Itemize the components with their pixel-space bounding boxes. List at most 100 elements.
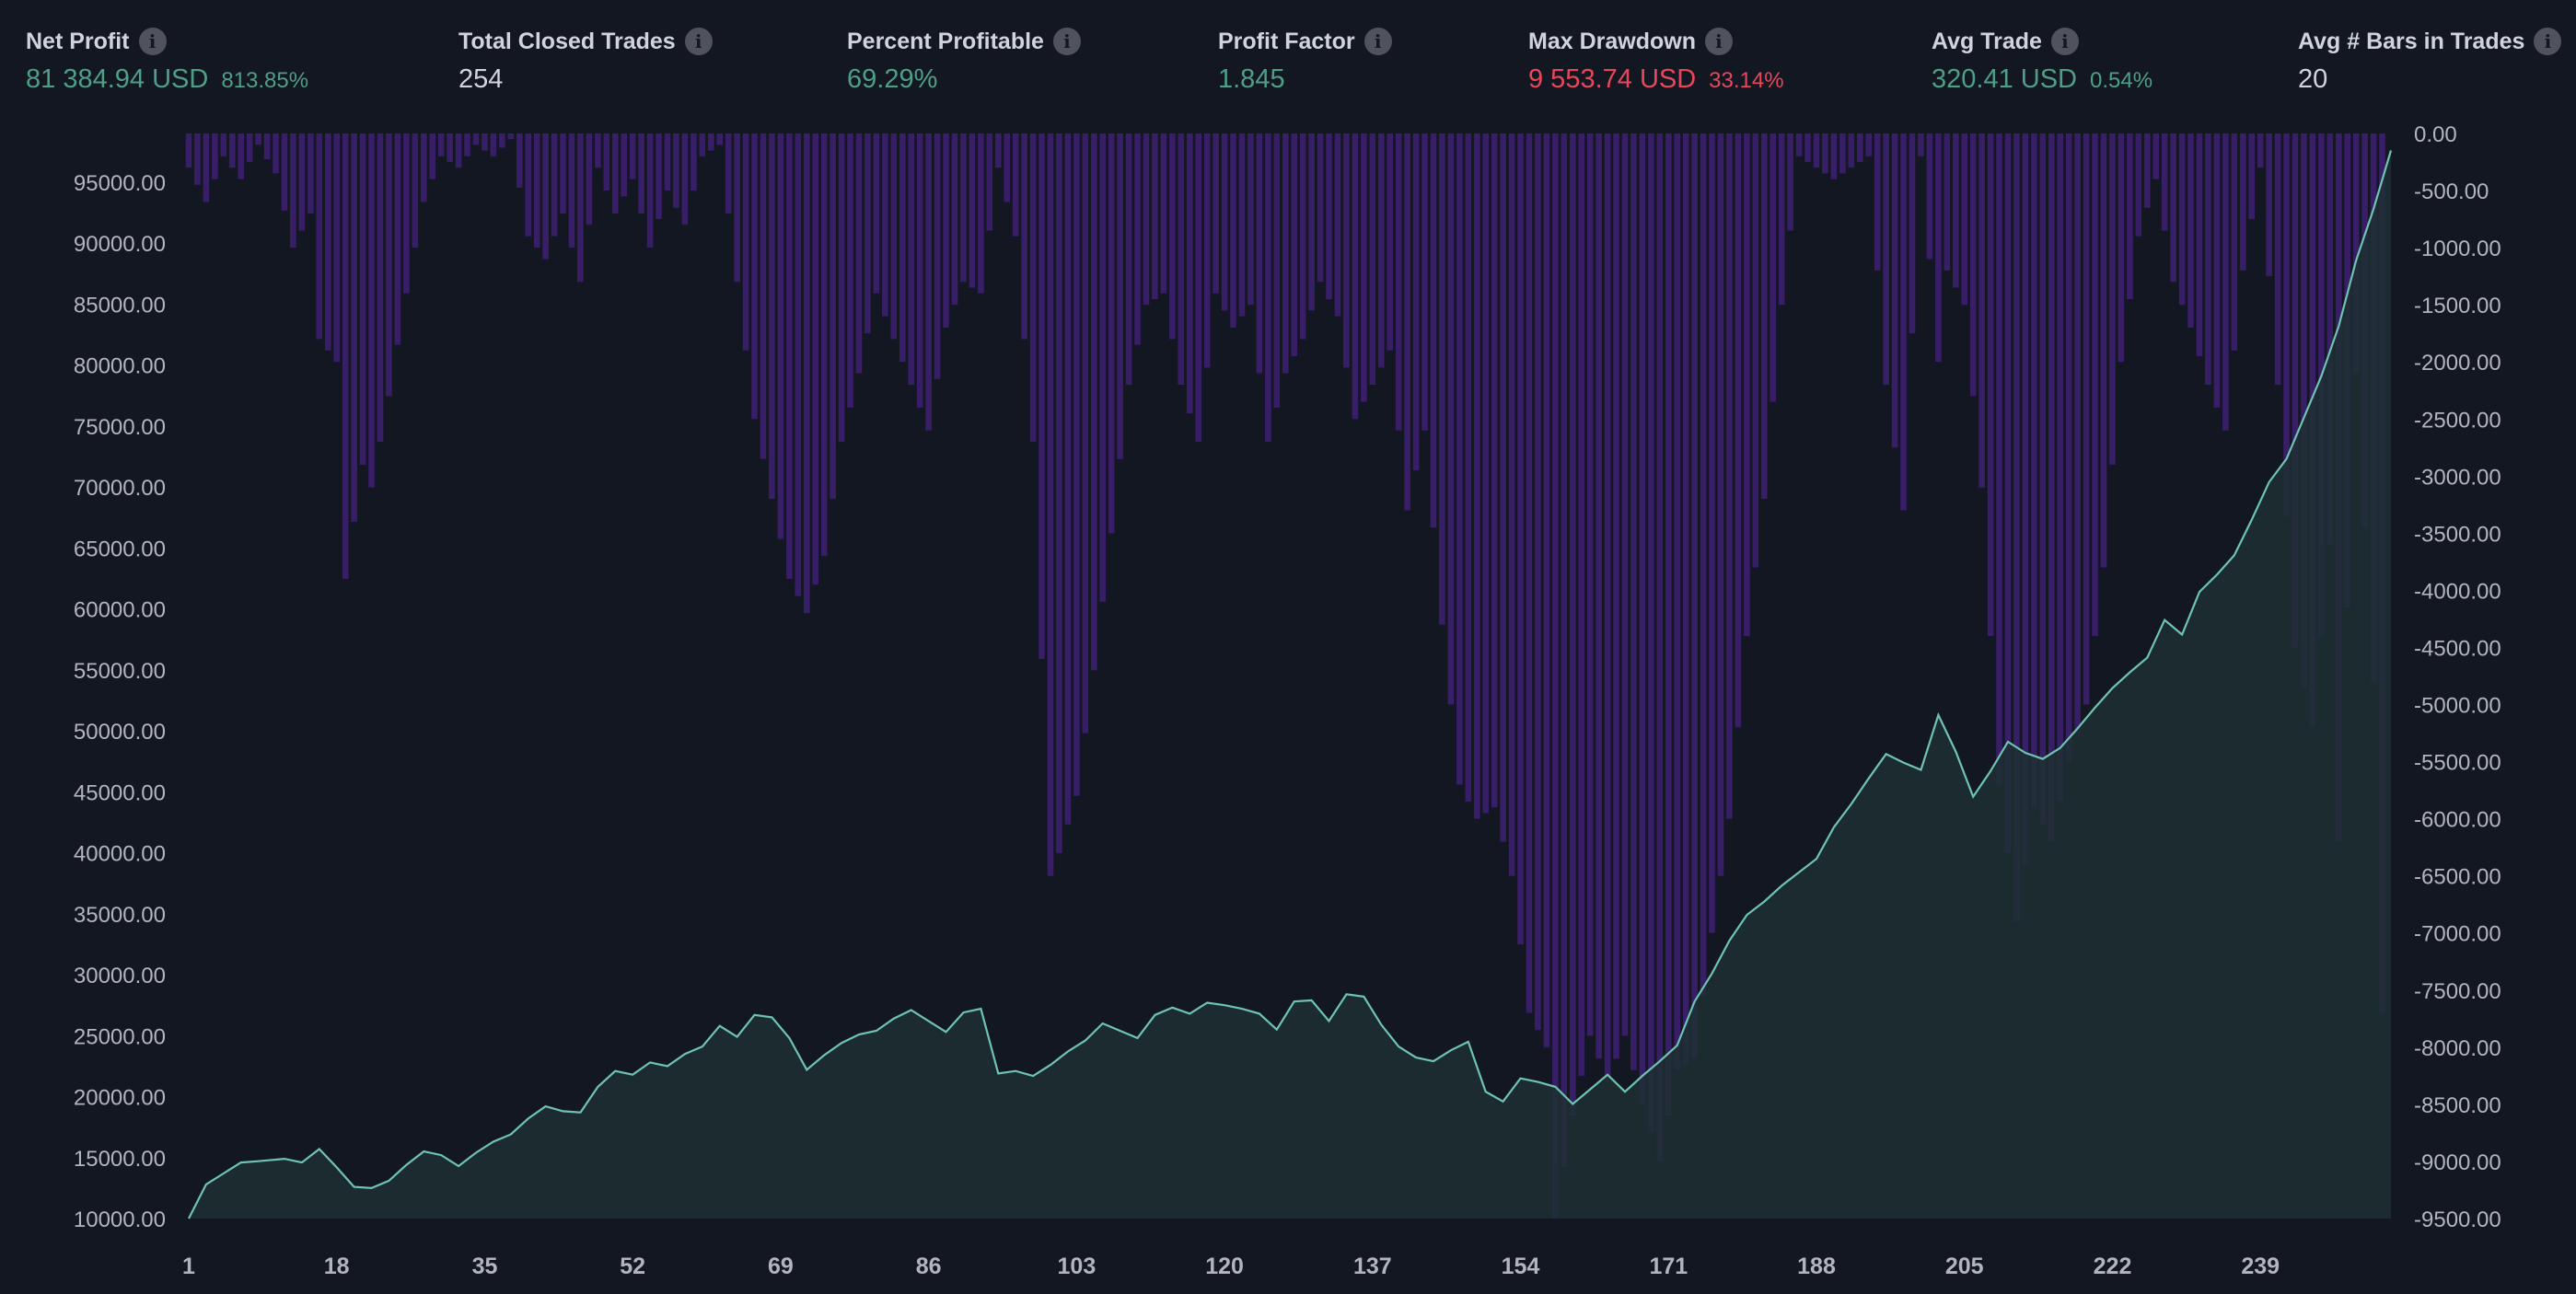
drawdown-bar-132 [1334,133,1341,317]
drawdown-bar-242 [2292,133,2299,648]
drawdown-bar-229 [2178,133,2186,306]
drawdown-bar-239 [2266,133,2272,277]
drawdown-bar-49 [612,133,619,214]
drawdown-bar-102 [1073,133,1080,796]
drawdown-bar-22 [377,133,384,443]
y-right-tick-19: -9500.00 [2414,1207,2501,1232]
stat-value-row: 1.845 [1218,64,1392,95]
drawdown-bar-207 [1987,133,1994,637]
drawdown-bar-9 [263,133,271,159]
drawdown-bar-184 [1787,133,1793,231]
drawdown-bar-41 [542,133,549,260]
drawdown-bar-125 [1273,133,1281,408]
drawdown-bar-194 [1874,133,1881,271]
drawdown-bar-233 [2213,133,2221,408]
x-tick-5: 86 [916,1254,942,1279]
drawdown-bar-15 [316,133,323,340]
drawdown-bar-42 [551,133,558,237]
drawdown-bar-144 [1439,133,1445,625]
stat-label-row: Percent Profitable i [847,28,1081,55]
drawdown-bar-211 [2022,133,2029,865]
drawdown-bar-143 [1430,133,1437,528]
drawdown-bar-53 [646,133,654,248]
drawdown-bar-51 [629,133,636,179]
y-right-tick-15: -7500.00 [2414,979,2501,1004]
drawdown-bar-189 [1830,133,1838,179]
stat-value-row: 320.41 USD 0.54% [1932,64,2152,95]
drawdown-bar-198 [1909,133,1916,334]
drawdown-bar-36 [499,133,505,148]
info-icon[interactable]: i [1704,28,1733,55]
drawdown-bar-147 [1465,133,1472,802]
drawdown-bar-63 [734,133,740,283]
drawdown-bar-171 [1674,133,1680,1070]
drawdown-bar-154 [1526,133,1533,1013]
y-left-tick-3: 80000.00 [74,354,166,379]
drawdown-bar-13 [298,133,306,231]
drawdown-bar-129 [1308,133,1315,311]
drawdown-bar-27 [421,133,427,202]
drawdown-bar-86 [934,133,941,379]
drawdown-bar-137 [1378,133,1385,368]
y-left-tick-2: 85000.00 [74,294,166,318]
stat-label: Max Drawdown [1528,28,1696,54]
equity-area [189,150,2391,1219]
stat-percent: 33.14% [1709,68,1784,93]
drawdown-bar-118 [1213,133,1219,294]
x-tick-0: 1 [182,1254,195,1279]
drawdown-bar-151 [1500,133,1506,842]
drawdown-bar-47 [595,133,601,168]
drawdown-bar-80 [882,133,888,317]
drawdown-bar-160 [1578,133,1584,1076]
drawdown-bar-150 [1491,133,1498,808]
y-left-tick-8: 55000.00 [74,659,166,684]
drawdown-bar-104 [1091,133,1097,671]
drawdown-bar-249 [2352,133,2360,374]
info-icon[interactable]: i [1052,28,1081,55]
drawdown-bar-11 [281,133,288,211]
drawdown-bar-179 [1744,133,1750,637]
drawdown-bar-92 [986,133,993,231]
drawdown-bar-77 [855,133,863,374]
drawdown-bar-45 [577,133,584,283]
drawdown-bar-61 [716,133,723,145]
info-icon[interactable]: i [1363,28,1392,55]
drawdown-bar-120 [1230,133,1236,328]
drawdown-bar-28 [429,133,435,179]
drawdown-bar-133 [1343,133,1350,368]
drawdown-bar-158 [1561,133,1568,1168]
drawdown-bar-180 [1752,133,1759,568]
info-icon[interactable]: i [2050,28,2079,55]
stat-label: Profit Factor [1218,28,1355,54]
drawdown-bar-225 [2144,133,2151,208]
info-icon[interactable]: i [684,28,713,55]
drawdown-bar-156 [1543,133,1550,1047]
y-right-tick-8: -4000.00 [2414,579,2501,604]
drawdown-bar-82 [899,133,906,363]
stat-label: Net Profit [26,28,130,54]
drawdown-bar-33 [472,133,480,145]
y-right-tick-11: -5500.00 [2414,751,2501,776]
y-right-tick-4: -2000.00 [2414,351,2501,375]
info-icon[interactable]: i [2534,28,2562,55]
drawdown-bar-174 [1700,133,1707,996]
y-left-tick-13: 30000.00 [74,964,166,988]
drawdown-bar-31 [455,133,462,168]
drawdown-bar-99 [1047,133,1054,876]
info-icon[interactable]: i [138,28,167,55]
drawdown-bar-119 [1221,133,1228,311]
stat-percent: 0.54% [2090,68,2153,93]
drawdown-bar-195 [1883,133,1889,385]
drawdown-bar-38 [516,133,523,188]
drawdown-bar-1 [194,133,201,185]
drawdown-bar-215 [2057,133,2063,802]
drawdown-bar-130 [1317,133,1324,283]
drawdown-bar-126 [1282,133,1289,374]
drawdown-bar-68 [777,133,784,539]
drawdown-bar-12 [290,133,296,248]
stat-value: 20 [2298,64,2328,94]
drawdown-bar-73 [820,133,828,557]
stat-value: 69.29% [847,64,938,94]
drawdown-bar-35 [490,133,497,156]
stat-item-3: Profit Factor i 1.845 [1218,28,1392,95]
